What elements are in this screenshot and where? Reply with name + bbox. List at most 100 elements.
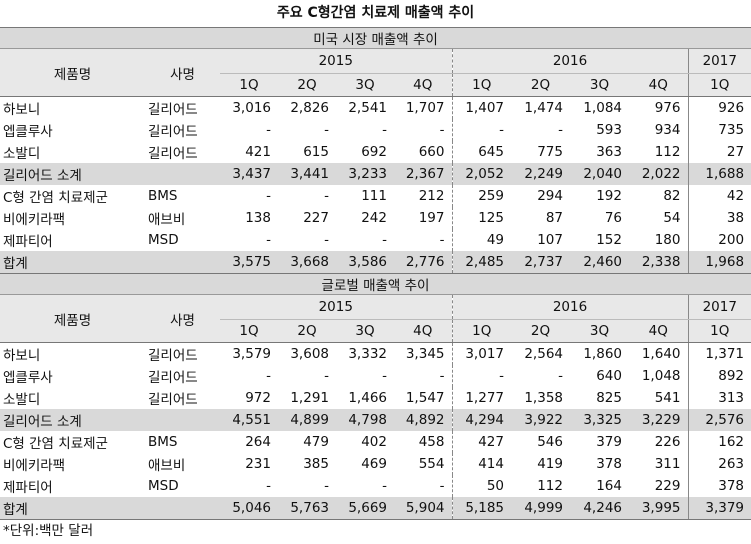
sales-value: - [558,368,563,384]
quarter-header: 1Q [220,319,278,343]
sales-value: 87 [545,210,563,226]
sales-value: - [439,368,445,384]
sales-value: 38 [687,207,751,229]
sales-value: 2,541 [348,100,387,116]
year-header: 2017 [687,294,751,320]
product-name: 소발디 [3,392,41,408]
sales-value: 4,798 [336,409,394,431]
sales-value: 264 [245,434,271,450]
sales-value: 972 [245,390,271,406]
title: 주요 C형간염 치료제 매출액 추이 [276,5,475,21]
sales-value: - [382,232,387,248]
sales-value: 112 [537,478,563,494]
quarter-row: 1Q 2Q 3Q 4Q 1Q 2Q 3Q 4Q 1Q [0,319,751,343]
sales-value: 27 [687,141,751,163]
sales-value: 4,892 [394,409,452,431]
company-name: 길리어드 [148,392,198,408]
sales-value: 5,669 [336,497,394,519]
quarter-row: 1Q 2Q 3Q 4Q 1Q 2Q 3Q 4Q 1Q [0,73,751,97]
sales-value: 5,185 [451,497,511,519]
sales-value: 593 [596,122,622,138]
quarter-header: 2Q [278,73,336,97]
tables: 미국 시장 매출액 추이 제품명 사명 2015 2016 2017 1Q 2Q 3Q 4Q 1Q 2… [0,27,751,519]
sales-value: 313 [687,387,751,409]
sales-value: 3,332 [348,346,387,362]
sales-value: 107 [537,232,563,248]
sales-value: 2,022 [629,163,688,185]
sales-value: 54 [663,210,681,226]
product-name: 비에키라팩 [3,458,66,474]
sales-value: 3,441 [278,163,336,185]
sales-value: 1,277 [451,387,511,409]
product-name: 소발디 [3,146,41,162]
year-row: 제품명 사명 2015 2016 2017 [0,294,751,343]
sales-value: 640 [596,368,622,384]
company-name: 길리어드 [148,370,198,386]
sales-value: - [558,122,563,138]
sales-value: 363 [596,144,622,160]
product-name: C형 간염 치료제군 [3,190,108,206]
sales-value: - [382,122,387,138]
sales-value: 1,688 [687,163,751,185]
sales-value: - [324,188,329,204]
sales-value: 42 [687,185,751,207]
quarter-header: 4Q [394,73,452,97]
data-row: 하보니 길리어드 3,579 3,608 3,332 3,345 3,017 2,564 1,8… [0,342,751,365]
sales-value: 554 [418,456,445,472]
product-name: 하보니 [3,348,41,364]
sales-value: 2,052 [451,163,511,185]
sales-value: 2,485 [451,251,511,273]
product-name: 합계 [0,251,220,273]
sales-table: 미국 시장 매출액 추이 제품명 사명 2015 2016 2017 1Q 2Q 3Q 4Q 1Q 2… [0,27,751,273]
data-row: 소발디 길리어드 972 1,291 1,466 1,547 1,277 1,358 825 54… [0,387,751,409]
sales-value: 735 [687,119,751,141]
sales-value: 2,040 [570,163,629,185]
sales-value: - [451,119,511,141]
sales-value: 615 [303,144,329,160]
sales-value: 976 [654,100,681,116]
sales-value: 2,576 [687,409,751,431]
company-name: 길리어드 [148,102,198,118]
sales-value: 1,547 [405,390,445,406]
sales-value: - [324,232,329,248]
sales-value: 3,379 [687,497,751,519]
sales-value: 212 [418,188,445,204]
subtotal-row: 길리어드 소계 3,437 3,441 3,233 2,367 2,052 2,249 2,0… [0,163,751,185]
sales-value: 5,046 [220,497,278,519]
sales-value: 645 [451,141,511,163]
sales-value: - [439,122,445,138]
sales-value: 419 [537,456,563,472]
sales-value: 825 [596,390,622,406]
sales-value: 2,367 [394,163,452,185]
sales-value: 926 [687,96,751,119]
quarter-header: 3Q [336,319,394,343]
sales-value: 49 [451,229,511,251]
company-header: 사명 [145,48,220,97]
sales-value: 4,551 [220,409,278,431]
sales-value: 427 [451,431,511,453]
sales-value: 200 [687,229,751,251]
sales-value: 3,922 [511,409,570,431]
product-name: 제파티어 [3,234,53,250]
sales-value: 421 [245,144,271,160]
sales-value: 112 [654,144,681,160]
sales-value: 197 [418,210,445,226]
quarter-header: 2Q [278,319,336,343]
note: *단위:백만 달러 [0,519,751,544]
product-header: 제품명 [0,294,145,343]
sales-value: - [439,232,445,248]
sales-value: 692 [361,144,387,160]
sales-value: 402 [361,434,387,450]
sales-value: 2,460 [570,251,629,273]
sales-value: 138 [245,210,271,226]
year-header: 2015 [220,48,452,74]
company-name: 길리어드 [148,348,198,364]
sales-value: 934 [654,122,681,138]
company-name: MSD [148,232,179,248]
sales-value: 311 [654,456,681,472]
sales-value: 892 [687,365,751,387]
data-row: 비에키라팩 애브비 231 385 469 554 414 419 378 311 263 [0,453,751,475]
quarter-header: 2Q [511,319,570,343]
data-row: 엡클루사 길리어드 - - - - - -640 1,048 892 [0,365,751,387]
data-row: 비에키라팩 애브비 138 227 242 197 125 87 76 54 38 [0,207,751,229]
